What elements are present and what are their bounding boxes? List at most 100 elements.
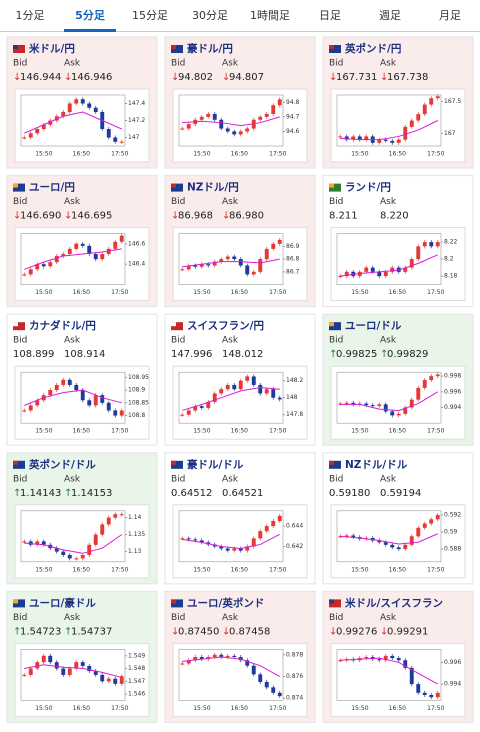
y-tick-label: 86.8: [286, 256, 300, 263]
pair-name[interactable]: 豪ドル/ドル: [187, 458, 244, 471]
pair-name[interactable]: 英ポンド/ドル: [28, 458, 96, 471]
pair-name[interactable]: ユーロ/ドル: [345, 320, 402, 332]
trend-arrow: ↑: [64, 488, 72, 499]
candle: [119, 410, 124, 416]
candle: [93, 671, 98, 675]
candle: [119, 235, 124, 242]
candle: [41, 264, 46, 267]
candle: [271, 687, 276, 693]
tab[interactable]: 15分足: [132, 9, 168, 22]
pair-name[interactable]: 英ポンド/円: [344, 42, 401, 55]
candle: [67, 103, 72, 112]
candle: [199, 264, 204, 267]
candle: [22, 541, 27, 543]
flag-icon-part: [13, 460, 18, 465]
mini-chart: [330, 642, 466, 717]
candle: [429, 694, 434, 698]
candle: [212, 393, 217, 402]
ask-label: Ask: [64, 474, 81, 484]
candle: [186, 410, 191, 415]
candle: [67, 248, 72, 254]
tab[interactable]: 1分足: [16, 9, 45, 22]
y-tick-label: 8.2: [444, 256, 454, 263]
candle: [28, 269, 33, 275]
candle: [199, 656, 204, 660]
candle: [338, 136, 343, 138]
candle: [238, 656, 243, 661]
bid-value: 1.54723: [20, 626, 61, 637]
tab[interactable]: 日足: [319, 9, 341, 22]
y-tick-label: 147.4: [128, 100, 145, 107]
x-tick-label: 17:50: [269, 151, 286, 158]
candle: [416, 387, 421, 400]
candle: [232, 655, 237, 657]
x-tick-label: 16:50: [231, 566, 248, 573]
x-tick-label: 15:50: [193, 428, 210, 435]
candle: [396, 658, 401, 661]
candle: [232, 256, 237, 260]
flag-icon: [171, 322, 183, 331]
flag-icon-part: [171, 460, 176, 465]
candle: [193, 656, 198, 661]
bid-label: Bid: [329, 474, 343, 484]
candle: [232, 548, 237, 551]
tab[interactable]: 5分足: [75, 8, 106, 22]
tab[interactable]: 1時間足: [250, 9, 290, 22]
candle: [245, 128, 250, 132]
candle: [199, 540, 204, 543]
mini-chart: [14, 88, 150, 163]
ask-label: Ask: [222, 613, 239, 623]
candle: [219, 119, 224, 129]
flag-icon-part: [13, 599, 18, 604]
y-tick-label: 0.874: [286, 695, 303, 702]
pair-name[interactable]: ランド/円: [345, 182, 391, 194]
x-tick-label: 16:50: [231, 428, 248, 435]
bid-value: 146.690: [20, 211, 61, 222]
pair-name[interactable]: 米ドル/スイスフラン: [344, 596, 443, 609]
pair-name[interactable]: ユーロ/円: [29, 182, 75, 194]
pair-name[interactable]: 豪ドル/円: [187, 42, 233, 55]
candle: [41, 124, 46, 129]
candle: [28, 133, 33, 138]
candle: [422, 692, 427, 695]
candle: [258, 384, 263, 394]
candle: [67, 555, 72, 559]
x-tick-label: 17:50: [111, 566, 128, 573]
tab[interactable]: 30分足: [192, 9, 228, 22]
plot-area: [20, 233, 126, 285]
pair-name[interactable]: カナダドル/円: [29, 319, 96, 332]
x-tick-label: 17:50: [269, 705, 286, 712]
candle: [74, 558, 79, 560]
candle: [80, 390, 85, 401]
pair-name[interactable]: ユーロ/豪ドル: [29, 596, 96, 609]
candle: [67, 668, 72, 675]
ask-label: Ask: [64, 59, 81, 69]
candle: [93, 534, 98, 545]
pair-name[interactable]: ユーロ/英ポンド: [187, 596, 264, 609]
candle: [48, 390, 53, 396]
candle: [377, 139, 382, 143]
x-tick-label: 16:50: [389, 705, 406, 712]
tab[interactable]: 週足: [379, 9, 401, 22]
pair-name[interactable]: NZドル/ドル: [345, 459, 408, 471]
candle: [390, 655, 395, 659]
candle: [422, 104, 427, 115]
flag-icon-part: [329, 45, 334, 49]
pair-name[interactable]: NZドル/円: [187, 182, 239, 194]
ask-label: Ask: [380, 197, 397, 207]
candle: [87, 665, 92, 672]
tab[interactable]: 月足: [439, 9, 461, 22]
candle: [61, 551, 66, 555]
bid-value: 0.59180: [329, 488, 370, 499]
x-tick-label: 15:50: [35, 428, 52, 435]
candle: [93, 395, 98, 406]
y-tick-label: 0.644: [286, 523, 303, 530]
candle: [435, 692, 440, 698]
pair-name[interactable]: スイスフラン/円: [187, 320, 264, 332]
plot-area: [336, 94, 442, 147]
candle: [54, 256, 59, 263]
pair-name[interactable]: 米ドル/円: [28, 42, 75, 55]
candle: [271, 243, 276, 249]
candle: [351, 136, 356, 140]
y-tick-label: 86.9: [286, 243, 300, 250]
